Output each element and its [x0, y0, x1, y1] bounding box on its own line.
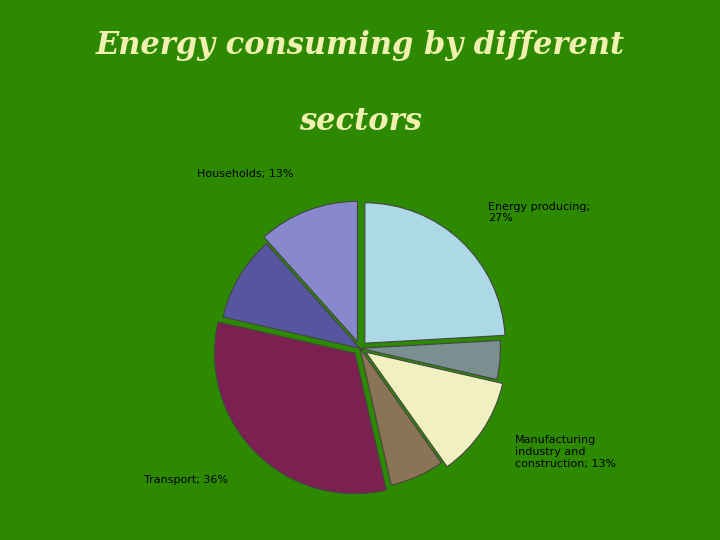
- Wedge shape: [366, 352, 503, 467]
- Wedge shape: [223, 244, 360, 348]
- Text: Energy consuming by different: Energy consuming by different: [96, 30, 624, 61]
- Wedge shape: [264, 201, 358, 342]
- Wedge shape: [360, 348, 441, 485]
- Wedge shape: [360, 340, 500, 380]
- Wedge shape: [365, 203, 505, 343]
- Text: Manufacturing
industry and
construction; 13%: Manufacturing industry and construction;…: [516, 435, 616, 469]
- Text: Households; 13%: Households; 13%: [197, 169, 294, 179]
- Text: sectors: sectors: [299, 106, 421, 137]
- Text: Transport; 36%: Transport; 36%: [144, 475, 228, 485]
- Text: Energy producing;
27%: Energy producing; 27%: [488, 202, 590, 224]
- Wedge shape: [215, 322, 386, 494]
